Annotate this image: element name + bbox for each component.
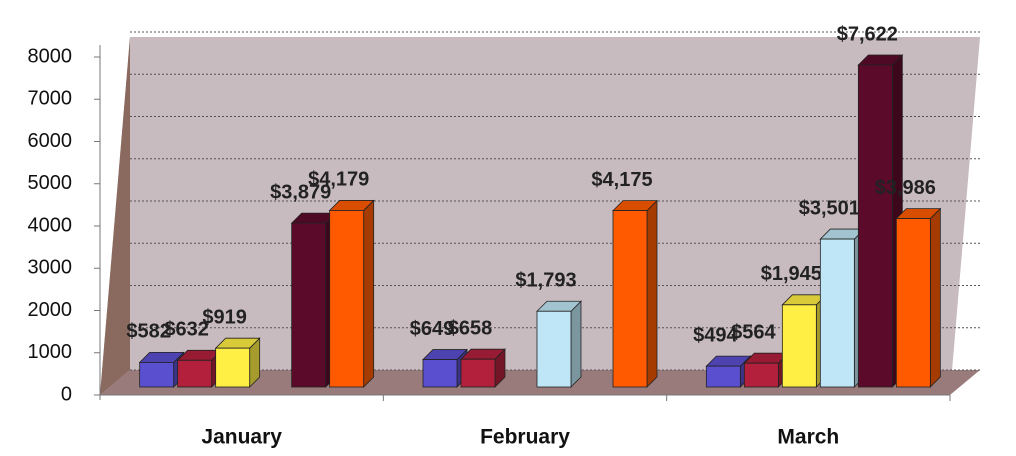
bar: [895, 218, 931, 388]
bar: [743, 362, 779, 388]
y-tick-label: 7000: [28, 88, 73, 110]
data-label: $582: [126, 321, 171, 343]
x-tick-label: February: [480, 426, 570, 449]
y-tick-label: 1000: [28, 341, 73, 363]
bar: [139, 362, 175, 388]
bar: [460, 358, 496, 388]
data-label: $564: [731, 321, 776, 343]
bar: [781, 304, 817, 388]
x-tick-label: January: [201, 426, 282, 449]
bar: [422, 359, 458, 388]
bar: [819, 238, 855, 388]
side-wall: [100, 37, 130, 395]
bar: [329, 210, 365, 388]
data-label: $3,879: [270, 181, 331, 203]
x-tick-label: March: [777, 426, 839, 449]
y-tick-label: 2000: [28, 299, 73, 321]
bar-side: [929, 207, 941, 388]
bar: [705, 365, 741, 388]
y-tick-label: 3000: [28, 257, 73, 279]
data-label: $1,945: [761, 263, 822, 285]
bar-side: [646, 199, 658, 388]
bar-side: [363, 199, 375, 388]
data-label: $649: [410, 318, 455, 340]
data-label: $919: [202, 306, 247, 328]
bar-side: [570, 300, 582, 388]
data-label: $4,175: [591, 169, 652, 191]
bar: [536, 310, 572, 388]
bar: [177, 359, 213, 388]
y-tick-label: 5000: [28, 172, 73, 194]
bar: [612, 210, 648, 388]
data-label: $3,501: [799, 197, 860, 219]
y-tick-label: 6000: [28, 130, 73, 152]
bar: [215, 347, 251, 388]
data-label: $658: [448, 317, 493, 339]
data-label: $494: [693, 324, 738, 346]
bar: [857, 64, 893, 388]
data-label: $7,622: [837, 23, 898, 45]
y-tick-label: 8000: [28, 45, 73, 67]
data-label: $1,793: [515, 270, 576, 292]
data-label: $632: [164, 319, 209, 341]
data-label: $4,179: [308, 169, 369, 191]
bar: [291, 222, 327, 388]
data-label: $3,986: [875, 177, 936, 199]
y-tick-label: 0: [61, 383, 72, 405]
y-tick-label: 4000: [28, 214, 73, 236]
